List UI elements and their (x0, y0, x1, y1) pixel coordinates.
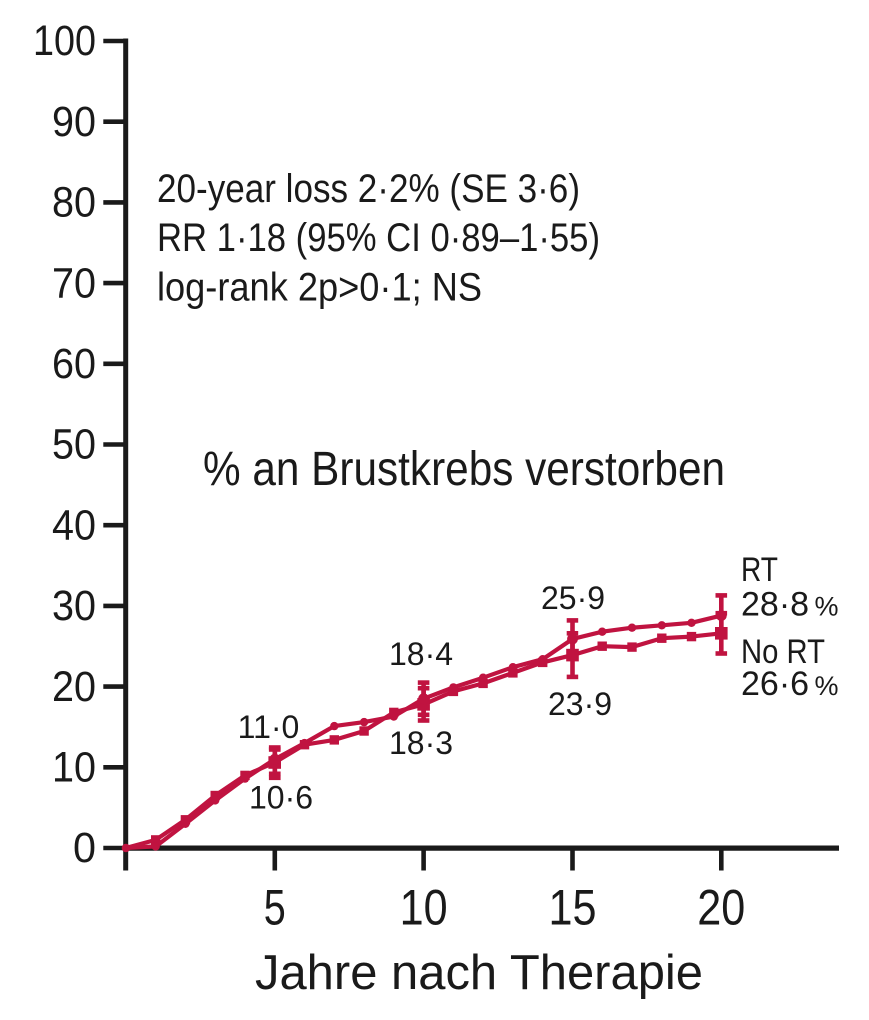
svg-text:11·0: 11·0 (238, 709, 300, 745)
svg-text:26·6 %: 26·6 % (741, 665, 838, 703)
svg-text:0: 0 (73, 824, 96, 872)
svg-text:18·4: 18·4 (389, 636, 453, 672)
svg-text:25·9: 25·9 (541, 580, 605, 616)
svg-text:Jahre nach Therapie: Jahre nach Therapie (255, 946, 703, 1000)
svg-text:10·6: 10·6 (249, 780, 313, 816)
svg-text:100: 100 (33, 17, 96, 65)
svg-text:RT: RT (741, 551, 778, 589)
svg-text:20: 20 (52, 663, 96, 711)
svg-text:18·3: 18·3 (389, 725, 453, 761)
svg-text:60: 60 (52, 340, 96, 388)
svg-text:28·8 %: 28·8 % (741, 585, 838, 623)
svg-text:40: 40 (52, 501, 96, 549)
svg-text:70: 70 (52, 259, 96, 307)
svg-text:20: 20 (697, 880, 745, 936)
svg-text:15: 15 (549, 880, 597, 936)
svg-text:5: 5 (264, 880, 286, 936)
svg-text:50: 50 (52, 421, 96, 469)
svg-text:30: 30 (52, 582, 96, 630)
svg-text:20-year loss 2·2% (SE 3·6): 20-year loss 2·2% (SE 3·6) (157, 167, 580, 211)
svg-text:No RT: No RT (741, 633, 825, 671)
svg-text:10: 10 (400, 880, 448, 936)
svg-text:log-rank 2p>0·1; NS: log-rank 2p>0·1; NS (157, 266, 482, 310)
svg-text:23·9: 23·9 (548, 686, 612, 722)
svg-text:10: 10 (52, 744, 96, 792)
svg-text:RR 1·18 (95% CI 0·89–1·55): RR 1·18 (95% CI 0·89–1·55) (157, 216, 600, 260)
svg-text:90: 90 (52, 98, 96, 146)
svg-text:% an Brustkrebs verstorben: % an Brustkrebs verstorben (203, 443, 725, 496)
svg-text:80: 80 (52, 179, 96, 227)
